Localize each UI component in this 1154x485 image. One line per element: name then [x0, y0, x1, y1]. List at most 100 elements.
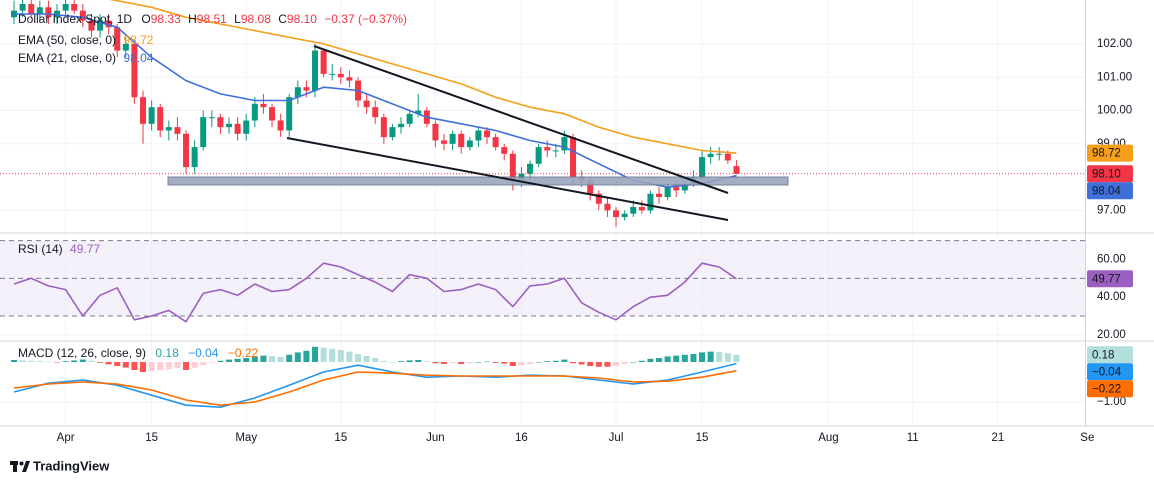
price-label-box: [1087, 144, 1133, 162]
candle-body: [638, 207, 645, 211]
histogram-bar: [380, 360, 387, 362]
candle-body: [570, 137, 577, 178]
histogram-bar: [312, 346, 319, 362]
x-tick-label: May: [235, 432, 257, 444]
histogram-bar: [492, 362, 499, 363]
histogram-bar: [71, 360, 78, 362]
change-label: −0.37 (−0.37%): [324, 12, 407, 26]
histogram-bar: [544, 361, 551, 362]
brand-name: TradingView: [33, 458, 110, 473]
histogram-bar: [656, 358, 663, 362]
candle-body: [673, 187, 680, 191]
candle-body: [105, 20, 112, 28]
histogram-bar: [716, 352, 723, 362]
histogram-bar: [535, 362, 542, 363]
candle-body: [312, 50, 319, 91]
price-legend: Dollar Index Spot, 1D O98.33 H98.51 L98.…: [18, 12, 407, 26]
histogram-bar: [62, 361, 69, 362]
candle-body: [174, 127, 181, 134]
histogram-bar: [79, 359, 86, 362]
candle-body: [140, 97, 147, 124]
candle-body: [346, 77, 353, 81]
candle-body: [372, 107, 379, 118]
histogram-bar: [286, 354, 293, 362]
histogram-bar: [398, 361, 405, 362]
ohlc-key: C: [278, 12, 287, 26]
histogram-bar: [613, 362, 620, 366]
ema-legend: EMA (21, close, 0) 98.04: [18, 51, 154, 65]
ohlc-key: H: [188, 12, 197, 26]
x-tick-label: Jul: [609, 432, 624, 444]
logo-mark: [13, 461, 17, 472]
candle-body: [458, 133, 465, 148]
histogram-bar: [183, 362, 190, 370]
legend-value: −0.22: [228, 346, 259, 360]
histogram-bar: [423, 361, 430, 362]
candle-body: [88, 20, 95, 31]
candle-body: [484, 130, 491, 138]
candle-body: [475, 130, 482, 141]
ema-line: [14, 13, 737, 188]
histogram-bar: [148, 362, 155, 371]
histogram-bar: [690, 354, 697, 362]
rsi-line: [13, 262, 737, 323]
histogram-bar: [217, 360, 224, 362]
candle-body: [217, 117, 224, 128]
candle-body: [432, 123, 439, 141]
brand-logo: TradingView: [10, 458, 110, 473]
histogram-bar: [733, 354, 740, 362]
histogram-bar: [303, 350, 310, 362]
x-tick-label: 15: [696, 432, 709, 444]
legend-name: MACD (12, 26, close, 9): [18, 346, 146, 360]
ema-line: [109, 0, 737, 154]
candle-body: [501, 147, 508, 154]
histogram-bar: [638, 360, 645, 362]
x-tick-label: 15: [145, 432, 158, 444]
price-label: −0.04: [1092, 366, 1122, 378]
histogram-bar: [131, 362, 138, 370]
histogram-bar: [97, 362, 104, 363]
candle-body: [724, 153, 731, 161]
candle-body: [122, 43, 129, 51]
histogram-bar: [484, 361, 491, 363]
logo-mark: [22, 461, 30, 472]
candle-body: [604, 203, 611, 211]
candle-body: [398, 123, 405, 128]
histogram-bar: [45, 361, 52, 363]
candle-body: [389, 127, 396, 138]
macd-legend: MACD (12, 26, close, 9) 0.18 −0.04 −0.22: [18, 346, 259, 360]
x-tick-label: 11: [907, 432, 919, 444]
histogram-bar: [88, 360, 95, 362]
candle-body: [303, 87, 310, 91]
candle-body: [699, 157, 706, 178]
histogram-bar: [200, 362, 207, 366]
x-tick-label: Jun: [426, 432, 445, 444]
candle-body: [492, 137, 499, 148]
ohlc-value: 98.51: [197, 12, 227, 26]
candle-body: [681, 183, 688, 191]
candle-body: [363, 100, 370, 108]
y-tick-label: 97.00: [1097, 204, 1126, 216]
candle-body: [535, 147, 542, 164]
candle-body: [286, 97, 293, 131]
y-tick-label: 102.00: [1097, 38, 1132, 50]
histogram-bar: [578, 362, 585, 365]
histogram-bar: [372, 358, 379, 362]
histogram-bar: [604, 362, 611, 367]
support-zone: [167, 176, 789, 186]
histogram-bar: [630, 362, 637, 363]
histogram-bar: [157, 362, 164, 370]
x-tick-label: 15: [334, 432, 347, 444]
separators: [0, 0, 1154, 427]
trendline-lower: [286, 137, 729, 221]
price-label-box: [1087, 380, 1133, 398]
candle-body: [243, 120, 250, 134]
price-label: 98.72: [1092, 148, 1121, 160]
histogram-bar: [707, 351, 714, 362]
y-tick-label: 60.00: [1097, 253, 1126, 265]
histogram-bar: [11, 360, 18, 362]
histogram-bar: [441, 362, 448, 364]
candle-body: [466, 140, 473, 148]
candle-body: [716, 153, 723, 155]
x-tick-label: Apr: [57, 432, 75, 444]
